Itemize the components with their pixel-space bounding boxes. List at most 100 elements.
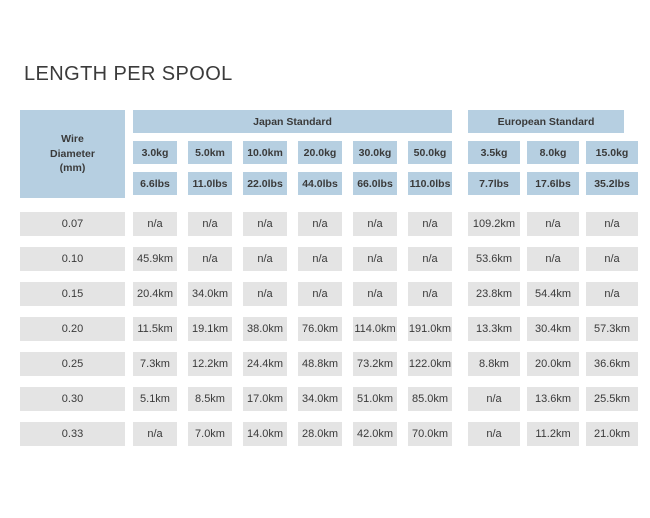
japan-length-value: n/a: [133, 212, 177, 236]
european-length-value: 54.4km: [527, 282, 579, 306]
japan-length-value: 38.0km: [243, 317, 287, 341]
european-length-value: 53.6km: [468, 247, 520, 271]
table-row: 0.33 n/a 7.0km 14.0km 28.0km 42.0km 70.0km n/a 1…: [20, 422, 638, 446]
japan-length-value: 70.0km: [408, 422, 452, 446]
european-kg-header: 15.0kg: [586, 141, 638, 164]
european-length-value: 13.6km: [527, 387, 579, 411]
european-lbs-header: 7.7lbs: [468, 172, 520, 195]
european-kg-header: 8.0kg: [527, 141, 579, 164]
japan-length-value: 122.0km: [408, 352, 452, 376]
japan-length-value: n/a: [353, 212, 397, 236]
japan-length-value: n/a: [298, 282, 342, 306]
table-row: 0.15 20.4km 34.0km n/a n/a n/a n/a 23.8km 54.4km…: [20, 282, 638, 306]
japan-length-value: 34.0km: [188, 282, 232, 306]
japan-length-value: 76.0km: [298, 317, 342, 341]
group-header-row: Japan Standard European Standard: [133, 110, 638, 133]
japan-length-value: n/a: [243, 212, 287, 236]
group-header-european-standard: European Standard: [468, 110, 624, 133]
european-lbs-header: 35.2lbs: [586, 172, 638, 195]
japan-kg-header: 5.0km: [188, 141, 232, 164]
japan-length-value: 114.0km: [353, 317, 397, 341]
japan-length-value: n/a: [133, 422, 177, 446]
european-length-value: 57.3km: [586, 317, 638, 341]
european-length-value: 25.5km: [586, 387, 638, 411]
wire-diameter-header-cell: Wire Diameter (mm): [20, 110, 125, 198]
european-kg-header: 3.5kg: [468, 141, 520, 164]
japan-length-value: 12.2km: [188, 352, 232, 376]
japan-length-value: 24.4km: [243, 352, 287, 376]
japan-length-value: 7.0km: [188, 422, 232, 446]
european-length-value: n/a: [586, 282, 638, 306]
european-length-value: 23.8km: [468, 282, 520, 306]
japan-lbs-header: 22.0lbs: [243, 172, 287, 195]
european-length-value: 13.3km: [468, 317, 520, 341]
table-row: 0.10 45.9km n/a n/a n/a n/a n/a 53.6km n/a n/a: [20, 247, 638, 271]
european-length-value: n/a: [468, 387, 520, 411]
japan-length-value: 28.0km: [298, 422, 342, 446]
japan-lbs-header: 66.0lbs: [353, 172, 397, 195]
group-header-japan-standard: Japan Standard: [133, 110, 452, 133]
japan-length-value: n/a: [408, 247, 452, 271]
european-length-value: 11.2km: [527, 422, 579, 446]
japan-length-value: 11.5km: [133, 317, 177, 341]
japan-lbs-header: 6.6lbs: [133, 172, 177, 195]
table-row: 0.25 7.3km 12.2km 24.4km 48.8km 73.2km 122.0km…: [20, 352, 638, 376]
japan-length-value: n/a: [353, 247, 397, 271]
wire-diameter-value: 0.07: [20, 212, 125, 236]
table-row: 0.07 n/a n/a n/a n/a n/a n/a 109.2km n/a n/a: [20, 212, 638, 236]
japan-length-value: 191.0km: [408, 317, 452, 341]
japan-length-value: 17.0km: [243, 387, 287, 411]
japan-kg-header: 50.0kg: [408, 141, 452, 164]
japan-length-value: 5.1km: [133, 387, 177, 411]
european-length-value: 30.4km: [527, 317, 579, 341]
japan-length-value: n/a: [298, 212, 342, 236]
japan-length-value: n/a: [243, 247, 287, 271]
european-length-value: 109.2km: [468, 212, 520, 236]
spool-length-table: Wire Diameter (mm) Japan Standard Europea…: [20, 110, 638, 457]
japan-length-value: 45.9km: [133, 247, 177, 271]
european-lbs-header: 17.6lbs: [527, 172, 579, 195]
european-length-value: n/a: [527, 212, 579, 236]
european-length-value: n/a: [586, 247, 638, 271]
japan-length-value: n/a: [408, 282, 452, 306]
european-length-value: 20.0km: [527, 352, 579, 376]
wire-diameter-value: 0.30: [20, 387, 125, 411]
european-length-value: n/a: [468, 422, 520, 446]
japan-length-value: n/a: [188, 212, 232, 236]
japan-length-value: 51.0km: [353, 387, 397, 411]
wire-diameter-value: 0.15: [20, 282, 125, 306]
lbs-header-row: 6.6lbs 11.0lbs 22.0lbs 44.0lbs 66.0lbs 110.0l…: [133, 172, 638, 195]
european-length-value: 8.8km: [468, 352, 520, 376]
japan-length-value: 48.8km: [298, 352, 342, 376]
japan-length-value: 7.3km: [133, 352, 177, 376]
table-row: 0.20 11.5km 19.1km 38.0km 76.0km 114.0km 191.0…: [20, 317, 638, 341]
japan-lbs-header: 44.0lbs: [298, 172, 342, 195]
european-length-value: n/a: [527, 247, 579, 271]
japan-kg-header: 3.0kg: [133, 141, 177, 164]
wire-diameter-value: 0.33: [20, 422, 125, 446]
japan-kg-header: 20.0kg: [298, 141, 342, 164]
japan-length-value: 20.4km: [133, 282, 177, 306]
japan-length-value: 42.0km: [353, 422, 397, 446]
japan-length-value: 34.0km: [298, 387, 342, 411]
european-length-value: 21.0km: [586, 422, 638, 446]
japan-length-value: n/a: [188, 247, 232, 271]
european-length-value: 36.6km: [586, 352, 638, 376]
wire-diameter-value: 0.25: [20, 352, 125, 376]
japan-length-value: 85.0km: [408, 387, 452, 411]
japan-length-value: 73.2km: [353, 352, 397, 376]
european-length-value: n/a: [586, 212, 638, 236]
japan-length-value: n/a: [298, 247, 342, 271]
wire-diameter-value: 0.10: [20, 247, 125, 271]
wire-diameter-value: 0.20: [20, 317, 125, 341]
japan-lbs-header: 11.0lbs: [188, 172, 232, 195]
japan-length-value: 19.1km: [188, 317, 232, 341]
japan-length-value: 8.5km: [188, 387, 232, 411]
japan-kg-header: 30.0kg: [353, 141, 397, 164]
japan-length-value: 14.0km: [243, 422, 287, 446]
japan-length-value: n/a: [353, 282, 397, 306]
kg-header-row: 3.0kg 5.0km 10.0km 20.0kg 30.0kg 50.0kg 3.5kg 8…: [133, 141, 638, 164]
japan-length-value: n/a: [408, 212, 452, 236]
page-title: LENGTH PER SPOOL: [24, 63, 233, 85]
